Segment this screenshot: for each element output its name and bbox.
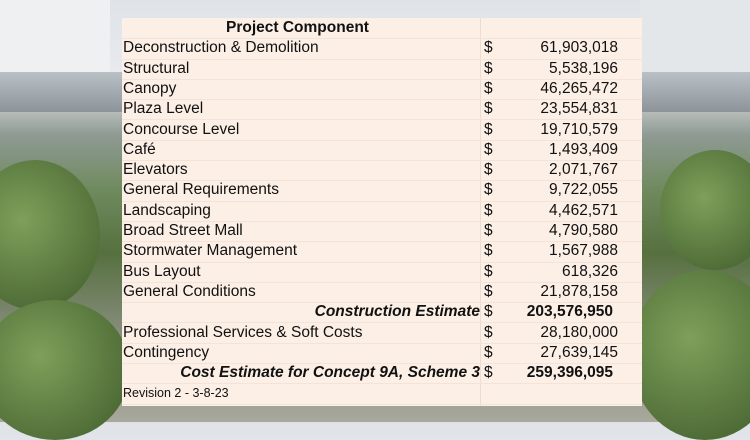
row-amount: 21,878,158: [540, 282, 618, 300]
row-amount: 259,396,095: [526, 364, 613, 382]
currency-symbol: $: [484, 343, 493, 361]
background-building-right: [640, 0, 750, 80]
row-amount: 19,710,579: [540, 120, 618, 138]
row-amount: 23,554,831: [540, 100, 618, 118]
currency-symbol: $: [484, 262, 493, 280]
table-row: Café $1,493,409: [122, 140, 642, 162]
background-tree: [660, 150, 750, 270]
currency-symbol: $: [484, 59, 493, 77]
row-label: Structural: [123, 59, 190, 77]
currency-symbol: $: [484, 79, 493, 97]
currency-symbol: $: [484, 201, 493, 219]
currency-symbol: $: [484, 181, 493, 199]
column-divider: [480, 18, 481, 406]
currency-symbol: $: [484, 120, 493, 138]
row-amount: 4,462,571: [549, 201, 618, 219]
row-label: Cost Estimate for Concept 9A, Scheme 3: [180, 364, 480, 382]
row-amount: 61,903,018: [540, 39, 618, 57]
cost-estimate-table: Project Component Deconstruction & Demol…: [122, 18, 642, 406]
table-row: Plaza Level $23,554,831: [122, 99, 642, 121]
currency-symbol: $: [484, 364, 493, 382]
row-amount: 28,180,000: [540, 323, 618, 341]
table-row: Broad Street Mall $4,790,580: [122, 221, 642, 243]
header-project-component: Project Component: [226, 19, 369, 36]
background-canopy-right: [642, 72, 750, 112]
row-amount: 5,538,196: [549, 59, 618, 77]
row-amount: 203,576,950: [526, 303, 613, 321]
table-row: General Requirements $9,722,055: [122, 180, 642, 202]
revision-text: Revision 2 - 3-8-23: [123, 386, 229, 401]
currency-symbol: $: [484, 161, 493, 179]
background-tree: [630, 270, 750, 440]
construction-estimate-row: Construction Estimate $203,576,950: [122, 302, 642, 324]
row-label: Broad Street Mall: [123, 222, 243, 239]
table-row: Professional Services & Soft Costs $28,18…: [122, 323, 642, 344]
row-amount: 618,326: [561, 262, 618, 280]
row-label: Construction Estimate: [314, 303, 480, 321]
currency-symbol: $: [484, 222, 493, 239]
currency-symbol: $: [484, 303, 493, 321]
currency-symbol: $: [484, 282, 493, 300]
table-row: Landscaping $4,462,571: [122, 201, 642, 222]
row-label: Professional Services & Soft Costs: [123, 323, 363, 341]
currency-symbol: $: [484, 39, 493, 57]
row-amount: 2,071,767: [549, 161, 618, 179]
row-label: Deconstruction & Demolition: [123, 39, 319, 57]
table-row: Elevators $2,071,767: [122, 160, 642, 182]
row-amount: 9,722,055: [549, 181, 618, 199]
row-label: Plaza Level: [123, 100, 204, 118]
currency-symbol: $: [484, 242, 493, 260]
row-label: General Requirements: [123, 181, 279, 199]
table-row: Stormwater Management $1,567,988: [122, 241, 642, 263]
background-tree: [0, 160, 100, 310]
table-row: General Conditions $21,878,158: [122, 282, 642, 304]
row-label: Landscaping: [123, 201, 211, 219]
row-label: General Conditions: [123, 282, 256, 300]
currency-symbol: $: [484, 140, 493, 158]
row-label: Stormwater Management: [123, 242, 298, 260]
revision-note: Revision 2 - 3-8-23: [122, 383, 642, 405]
row-amount: 27,639,145: [540, 343, 618, 361]
table-header: Project Component: [122, 18, 642, 40]
row-label: Elevators: [123, 161, 188, 179]
row-amount: 4,790,580: [549, 222, 618, 239]
row-amount: 1,567,988: [549, 242, 618, 260]
currency-symbol: $: [484, 100, 493, 118]
grand-total-row: Cost Estimate for Concept 9A, Scheme 3 $2…: [122, 363, 642, 385]
table-row: Contingency $27,639,145: [122, 343, 642, 365]
table-row: Deconstruction & Demolition $61,903,018: [122, 38, 642, 60]
row-amount: 46,265,472: [540, 79, 618, 97]
table-row: Concourse Level $19,710,579: [122, 120, 642, 141]
row-amount: 1,493,409: [549, 140, 618, 158]
row-label: Contingency: [123, 343, 210, 361]
table-row: Structural $5,538,196: [122, 59, 642, 80]
table-row: Bus Layout $618,326: [122, 262, 642, 283]
background-tree: [0, 300, 130, 440]
background-canopy-left: [0, 72, 122, 112]
row-label: Café: [123, 140, 156, 158]
currency-symbol: $: [484, 323, 493, 341]
row-label: Bus Layout: [123, 262, 201, 280]
row-label: Concourse Level: [123, 120, 240, 138]
row-label: Canopy: [123, 79, 177, 97]
table-row: Canopy $46,265,472: [122, 79, 642, 101]
